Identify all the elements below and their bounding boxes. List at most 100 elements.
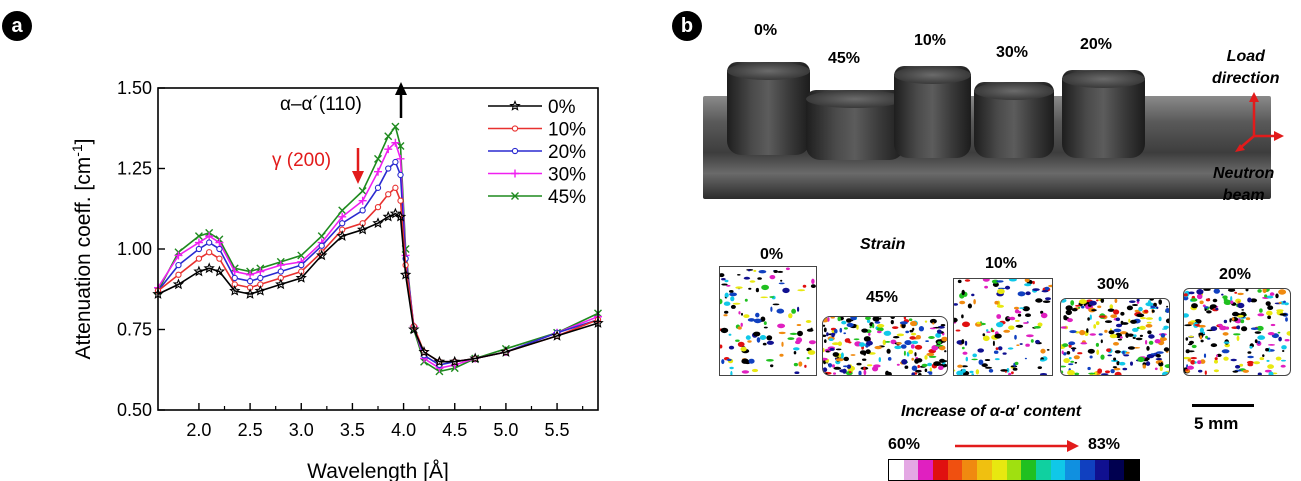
speckle-dot	[798, 361, 803, 367]
panel-b: b 0% 45% 10% 30% 20% Load direction Neut…	[670, 0, 1301, 481]
speckle-dot	[932, 322, 935, 325]
speckle-dot	[1159, 337, 1167, 342]
y-tick-label: 1.25	[117, 159, 152, 179]
attenuation-chart: Wavelength [Å]Attenuation coeff. [cm-1] …	[69, 78, 604, 481]
gamma-arrow-head	[352, 171, 364, 184]
speckle-dot	[730, 296, 735, 302]
speckle-dot	[957, 364, 963, 368]
speckle-dot	[1065, 309, 1072, 316]
map-label-30: 30%	[1097, 276, 1130, 293]
speckle-dot	[1184, 324, 1192, 327]
speckle-dot	[1228, 289, 1236, 292]
speckle-dot	[1122, 367, 1128, 371]
x-tick-label: 2.5	[238, 420, 263, 440]
speckle-dot	[1140, 317, 1146, 320]
data-point	[216, 255, 223, 262]
speckle-dot	[910, 320, 918, 327]
speckle-dot	[1087, 366, 1091, 371]
speckle-dot	[749, 280, 756, 283]
speckle-dot	[807, 350, 816, 355]
speckle-dot	[723, 301, 731, 306]
sample-cylinder-0	[727, 62, 810, 155]
speckle-dot	[793, 362, 798, 367]
speckle-dot	[782, 287, 790, 294]
sample-cylinder-20	[1062, 70, 1145, 158]
speckle-dot	[1015, 324, 1023, 328]
speckle-dot	[961, 368, 966, 373]
speckle-dot	[1240, 319, 1245, 324]
speckle-dot	[729, 366, 734, 370]
speckle-dot	[766, 340, 774, 345]
speckle-dot	[971, 373, 974, 375]
data-point	[449, 355, 461, 367]
x-tick-label: 4.5	[442, 420, 467, 440]
speckle-dot	[1189, 340, 1194, 345]
x-tick-label: 4.0	[391, 420, 416, 440]
speckle-dot	[1219, 325, 1227, 331]
speckle-dot	[1037, 322, 1043, 327]
speckle-dot	[911, 365, 918, 371]
data-point	[385, 165, 392, 172]
speckle-dot	[1040, 310, 1044, 314]
speckle-dot	[1268, 344, 1275, 346]
speckle-dot	[1006, 368, 1010, 373]
speckle-dot	[1032, 280, 1035, 285]
speckle-dot	[1150, 305, 1156, 309]
legend-entry: 20%	[488, 142, 586, 163]
speckle-dot	[1073, 355, 1080, 360]
speckle-dot	[1136, 313, 1145, 318]
panel-a: a Wavelength [Å] Attenuation coeff. [cm-1…	[0, 0, 640, 481]
speckle-dot	[1268, 371, 1274, 375]
speckle-dot	[741, 370, 750, 374]
speckle-dot	[833, 372, 836, 375]
colorbar-swatch	[1035, 460, 1051, 480]
speckle-dot	[1222, 295, 1228, 299]
speckle-dot	[1014, 334, 1017, 340]
speckle-dot	[1200, 359, 1206, 364]
data-point	[216, 245, 223, 253]
speckle-dot	[1233, 333, 1241, 336]
speckle-dot	[1007, 317, 1014, 319]
speckle-dot	[1257, 372, 1262, 375]
speckle-dot	[996, 322, 1004, 328]
alpha-annotation: α–α´(110)	[280, 94, 362, 115]
data-point	[389, 207, 402, 219]
speckle-dot	[843, 327, 848, 330]
speckle-dot	[1095, 321, 1100, 326]
speckle-dot	[1155, 354, 1161, 358]
speckle-dot	[1011, 371, 1014, 375]
speckle-dot	[961, 365, 968, 368]
speckle-dot	[831, 334, 835, 338]
speckle-dot	[1184, 293, 1188, 297]
data-point	[205, 232, 214, 241]
speckle-dot	[834, 328, 838, 334]
speckle-dot	[996, 280, 1004, 283]
speckle-dot	[1242, 369, 1249, 373]
speckle-dot	[720, 273, 725, 278]
speckle-dot	[1100, 373, 1109, 375]
speckle-dot	[1098, 315, 1106, 318]
speckle-dot	[1132, 336, 1136, 339]
speckle-dot	[846, 318, 852, 323]
speckle-dot	[982, 333, 986, 337]
panel-a-label: a	[11, 14, 23, 37]
speckle-dot	[740, 346, 747, 352]
speckle-dot	[977, 348, 984, 353]
panel-b-label: b	[680, 14, 694, 37]
data-point	[374, 154, 382, 163]
speckle-dot	[1262, 289, 1267, 294]
speckle-dot	[1125, 332, 1129, 338]
speckle-dot	[994, 300, 999, 305]
speckle-dot	[1066, 318, 1073, 323]
speckle-dot	[1250, 327, 1259, 330]
speckle-dot	[1003, 329, 1011, 333]
speckle-dot	[1030, 339, 1034, 343]
speckle-dot	[1270, 323, 1276, 327]
speckle-dot	[1229, 318, 1232, 323]
speckle-dot	[986, 329, 989, 332]
speckle-dot	[1042, 300, 1051, 303]
data-point	[295, 272, 307, 283]
series-line	[157, 124, 599, 373]
speckle-dot	[823, 317, 829, 323]
speckle-dot	[994, 358, 1000, 361]
